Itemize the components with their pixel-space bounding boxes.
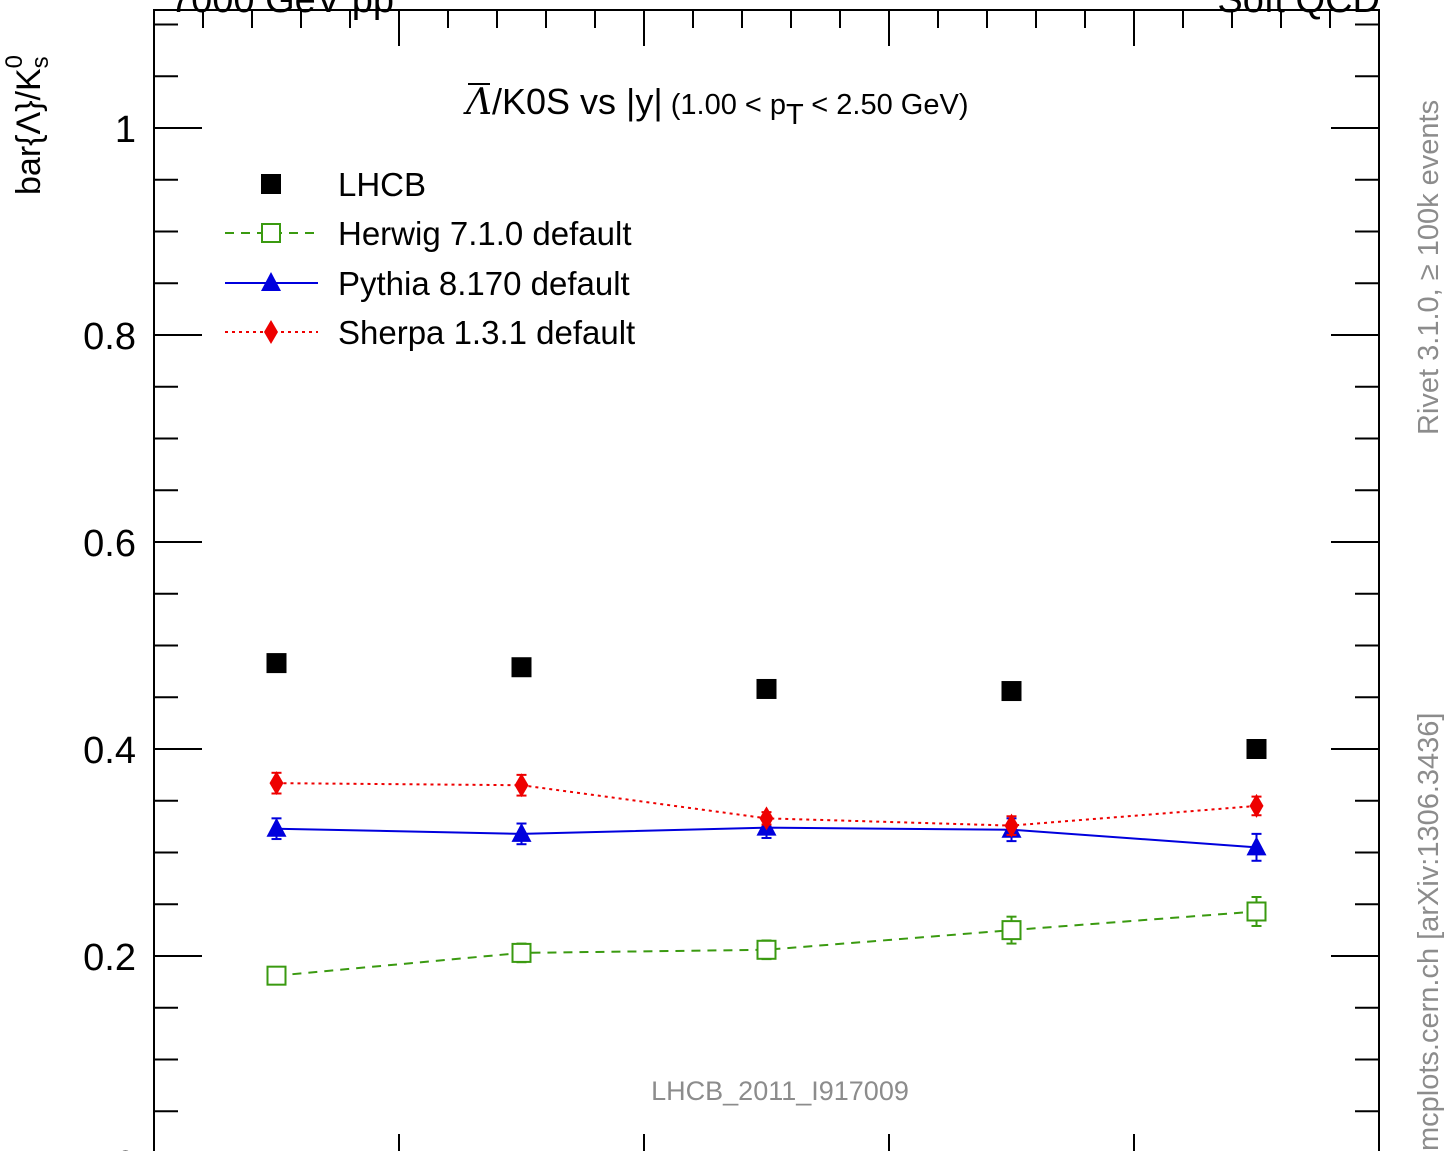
legend-label: LHCB [338, 166, 426, 203]
title-main: /K0S vs |y| [492, 81, 663, 122]
marker-diamond [514, 773, 529, 798]
plot-frame [153, 9, 1380, 1151]
marker-diamond [269, 771, 284, 796]
axis-ticks [153, 10, 1380, 1151]
marker-diamond [1249, 793, 1264, 818]
marker-open-square [1001, 920, 1022, 941]
y-axis-label-sup: 0 [1, 55, 28, 68]
title-range-end: < 2.50 GeV) [803, 89, 968, 121]
marker-open-square [1246, 901, 1267, 922]
chart-title: Λ/K0S vs |y| (1.00 < pT < 2.50 GeV) [463, 81, 969, 131]
legend-label: Sherpa 1.3.1 default [338, 314, 635, 351]
y-axis-label-sub: s [27, 56, 54, 68]
marker-diamond [1004, 813, 1019, 838]
analysis-watermark: LHCB_2011_I917009 [651, 1076, 909, 1106]
mcplots-label: mcplots.cern.ch [arXiv:1306.3436] [1413, 713, 1445, 1151]
y-tick-label: 1 [115, 109, 136, 151]
marker-square [261, 174, 281, 194]
y-tick-label: 0.2 [83, 937, 136, 979]
marker-triangle [261, 272, 281, 291]
marker-triangle [266, 817, 287, 837]
title-range: (1.00 < p [671, 89, 786, 121]
y-tick-labels: 0.2 0.4 0.6 0.8 1 0 [83, 109, 136, 1151]
marker-diamond [264, 320, 278, 344]
title-range-sub: T [786, 99, 804, 131]
series-open-square [266, 896, 1267, 986]
legend-item: Sherpa 1.3.1 default [225, 314, 635, 351]
marker-square [511, 657, 532, 678]
marker-square [266, 653, 287, 674]
marker-square [756, 678, 777, 699]
marker-open-square [266, 965, 287, 986]
marker-open-square [756, 939, 777, 960]
series-line [276, 910, 1257, 977]
title-symbol: Λ [463, 82, 492, 123]
series-data [266, 653, 1267, 759]
series-layer [266, 653, 1267, 986]
marker-square [1001, 681, 1022, 702]
legend-item: LHCB [261, 166, 426, 203]
series-diamond [269, 771, 1264, 838]
marker-triangle [1246, 836, 1267, 856]
y-axis-label: bar{Λ}/Ks0 [1, 55, 54, 195]
y-tick-label: 0.6 [83, 523, 136, 565]
y-tick-label: 0 [115, 1144, 136, 1151]
marker-open-square [261, 223, 281, 243]
legend-item: Pythia 8.170 default [225, 265, 630, 302]
rivet-label: Rivet 3.1.0, ≥ 100k events [1413, 100, 1445, 435]
legend-label: Pythia 8.170 default [338, 265, 630, 302]
marker-triangle [511, 822, 532, 842]
legend: LHCB Herwig 7.1.0 default Pythia 8.170 def… [225, 166, 635, 351]
marker-open-square [511, 942, 532, 963]
legend-item: Herwig 7.1.0 default [225, 215, 632, 252]
marker-square [1246, 739, 1267, 759]
y-tick-label: 0.8 [83, 316, 136, 358]
marker-diamond [759, 806, 774, 831]
legend-label: Herwig 7.1.0 default [338, 215, 632, 252]
series-triangle [266, 816, 1267, 862]
y-tick-label: 0.4 [83, 730, 136, 772]
